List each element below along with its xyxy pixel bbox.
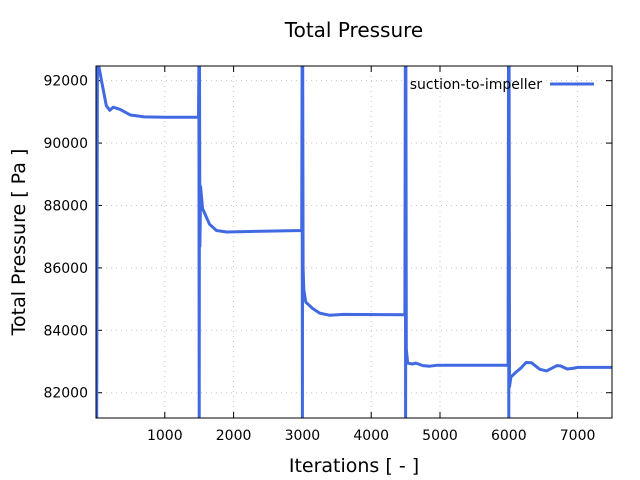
x-tick-label: 1000 <box>147 428 183 444</box>
y-tick-label: 90000 <box>43 136 88 152</box>
y-tick-label: 92000 <box>43 74 88 90</box>
y-tick-label: 88000 <box>43 198 88 214</box>
series-group <box>96 66 612 418</box>
legend: suction-to-impeller <box>410 77 594 93</box>
x-tick-label: 7000 <box>560 428 596 444</box>
y-tick-label: 84000 <box>43 323 88 339</box>
x-tick-label: 6000 <box>491 428 527 444</box>
series-line <box>96 66 612 418</box>
legend-label: suction-to-impeller <box>410 77 543 93</box>
y-tick-label: 82000 <box>43 386 88 402</box>
y-tick-label: 86000 <box>43 261 88 277</box>
chart-title: Total Pressure <box>284 18 423 42</box>
ticks: 1000 2000 3000 4000 5000 6000 7000 82000 84000 86… <box>43 66 612 444</box>
plot-frame <box>95 65 613 419</box>
x-tick-label: 3000 <box>285 428 321 444</box>
y-axis-label: Total Pressure [ Pa ] <box>8 149 30 337</box>
x-tick-label: 5000 <box>422 428 458 444</box>
x-tick-label: 4000 <box>353 428 389 444</box>
x-axis-label: Iterations [ - ] <box>289 455 419 477</box>
x-tick-label: 2000 <box>216 428 252 444</box>
